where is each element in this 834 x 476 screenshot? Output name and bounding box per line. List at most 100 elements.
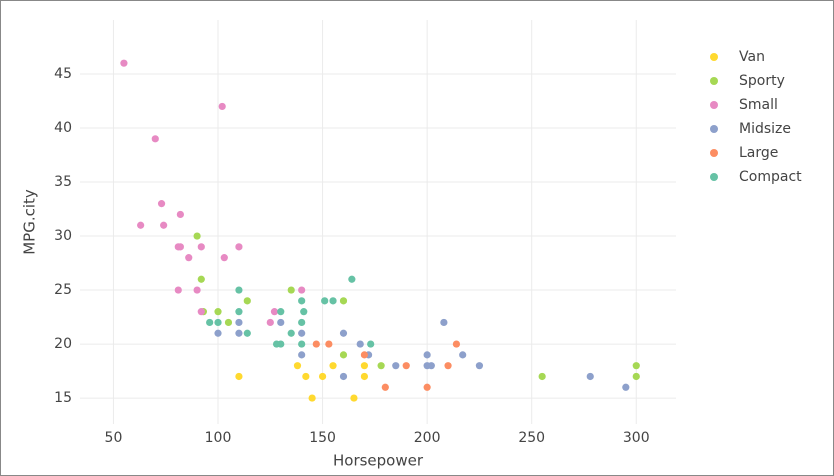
legend-label: Van <box>739 49 765 65</box>
point <box>392 362 400 370</box>
point <box>444 362 452 370</box>
point <box>423 383 431 391</box>
x-axis-title: Horsepower <box>333 452 424 470</box>
point <box>160 221 168 229</box>
point <box>137 221 145 229</box>
point <box>176 243 184 251</box>
point <box>176 210 184 219</box>
point <box>206 318 214 327</box>
legend-marker <box>710 125 718 133</box>
point <box>298 340 306 348</box>
point <box>402 362 410 370</box>
x-tick-label: 200 <box>414 430 441 446</box>
point <box>452 340 461 348</box>
point <box>329 362 337 370</box>
point <box>300 308 308 316</box>
point <box>197 275 205 283</box>
point <box>298 286 306 294</box>
y-axis-title: MPG.city <box>21 189 39 255</box>
point <box>197 243 205 251</box>
point <box>298 351 306 359</box>
point <box>235 329 243 337</box>
point <box>356 340 364 348</box>
point <box>586 372 594 381</box>
point <box>632 372 640 381</box>
point <box>218 102 226 111</box>
point <box>318 372 327 381</box>
point <box>339 329 348 337</box>
legend-label: Large <box>739 145 778 161</box>
point <box>427 362 435 370</box>
point <box>277 318 285 327</box>
point <box>193 232 201 240</box>
point <box>475 362 484 370</box>
point <box>270 308 279 316</box>
y-tick-label: 25 <box>54 282 72 298</box>
point <box>360 372 369 381</box>
point <box>235 308 243 316</box>
point <box>440 318 448 327</box>
legend-label: Small <box>739 97 778 113</box>
point <box>174 286 182 294</box>
point <box>120 59 128 67</box>
point <box>325 340 333 348</box>
point <box>298 329 306 337</box>
point <box>214 318 222 327</box>
legend-label: Sporty <box>739 73 785 89</box>
x-tick-label: 150 <box>309 430 336 446</box>
y-tick-label: 35 <box>54 174 72 190</box>
legend-marker <box>710 77 718 85</box>
point <box>622 383 630 391</box>
x-tick-label: 300 <box>623 430 650 446</box>
point <box>235 372 243 381</box>
legend-marker <box>710 53 718 61</box>
point <box>157 200 166 208</box>
y-tick-label: 15 <box>54 390 72 406</box>
x-tick-label: 50 <box>105 430 123 446</box>
point <box>339 351 348 359</box>
point <box>243 329 251 337</box>
point <box>381 383 389 391</box>
y-tick-label: 40 <box>54 120 72 136</box>
point <box>298 318 306 327</box>
point <box>287 329 295 337</box>
legend-marker <box>710 149 718 157</box>
point <box>214 308 222 316</box>
point <box>293 362 302 370</box>
point <box>377 362 385 370</box>
point <box>302 372 310 381</box>
point <box>266 318 274 327</box>
point <box>459 351 467 359</box>
point <box>224 318 233 327</box>
point <box>277 340 285 348</box>
legend-marker <box>710 173 718 181</box>
legend-marker <box>710 101 718 109</box>
point <box>235 318 243 327</box>
point <box>360 351 369 359</box>
point <box>367 340 375 348</box>
point <box>151 135 159 143</box>
point <box>214 329 222 337</box>
x-tick-label: 100 <box>205 430 232 446</box>
point <box>185 254 193 262</box>
point <box>287 286 295 294</box>
y-tick-label: 20 <box>54 336 72 352</box>
point <box>339 297 348 305</box>
point <box>538 372 546 381</box>
point <box>350 394 358 402</box>
point <box>348 275 356 283</box>
point <box>321 297 329 305</box>
y-tick-label: 30 <box>54 228 72 244</box>
legend-label: Compact <box>739 169 802 185</box>
legend-label: Midsize <box>739 121 791 137</box>
point <box>632 362 640 370</box>
point <box>339 372 348 381</box>
point <box>235 286 243 294</box>
point <box>193 286 201 294</box>
point <box>220 254 228 262</box>
point <box>243 297 251 305</box>
point <box>360 362 369 370</box>
point <box>197 308 205 316</box>
